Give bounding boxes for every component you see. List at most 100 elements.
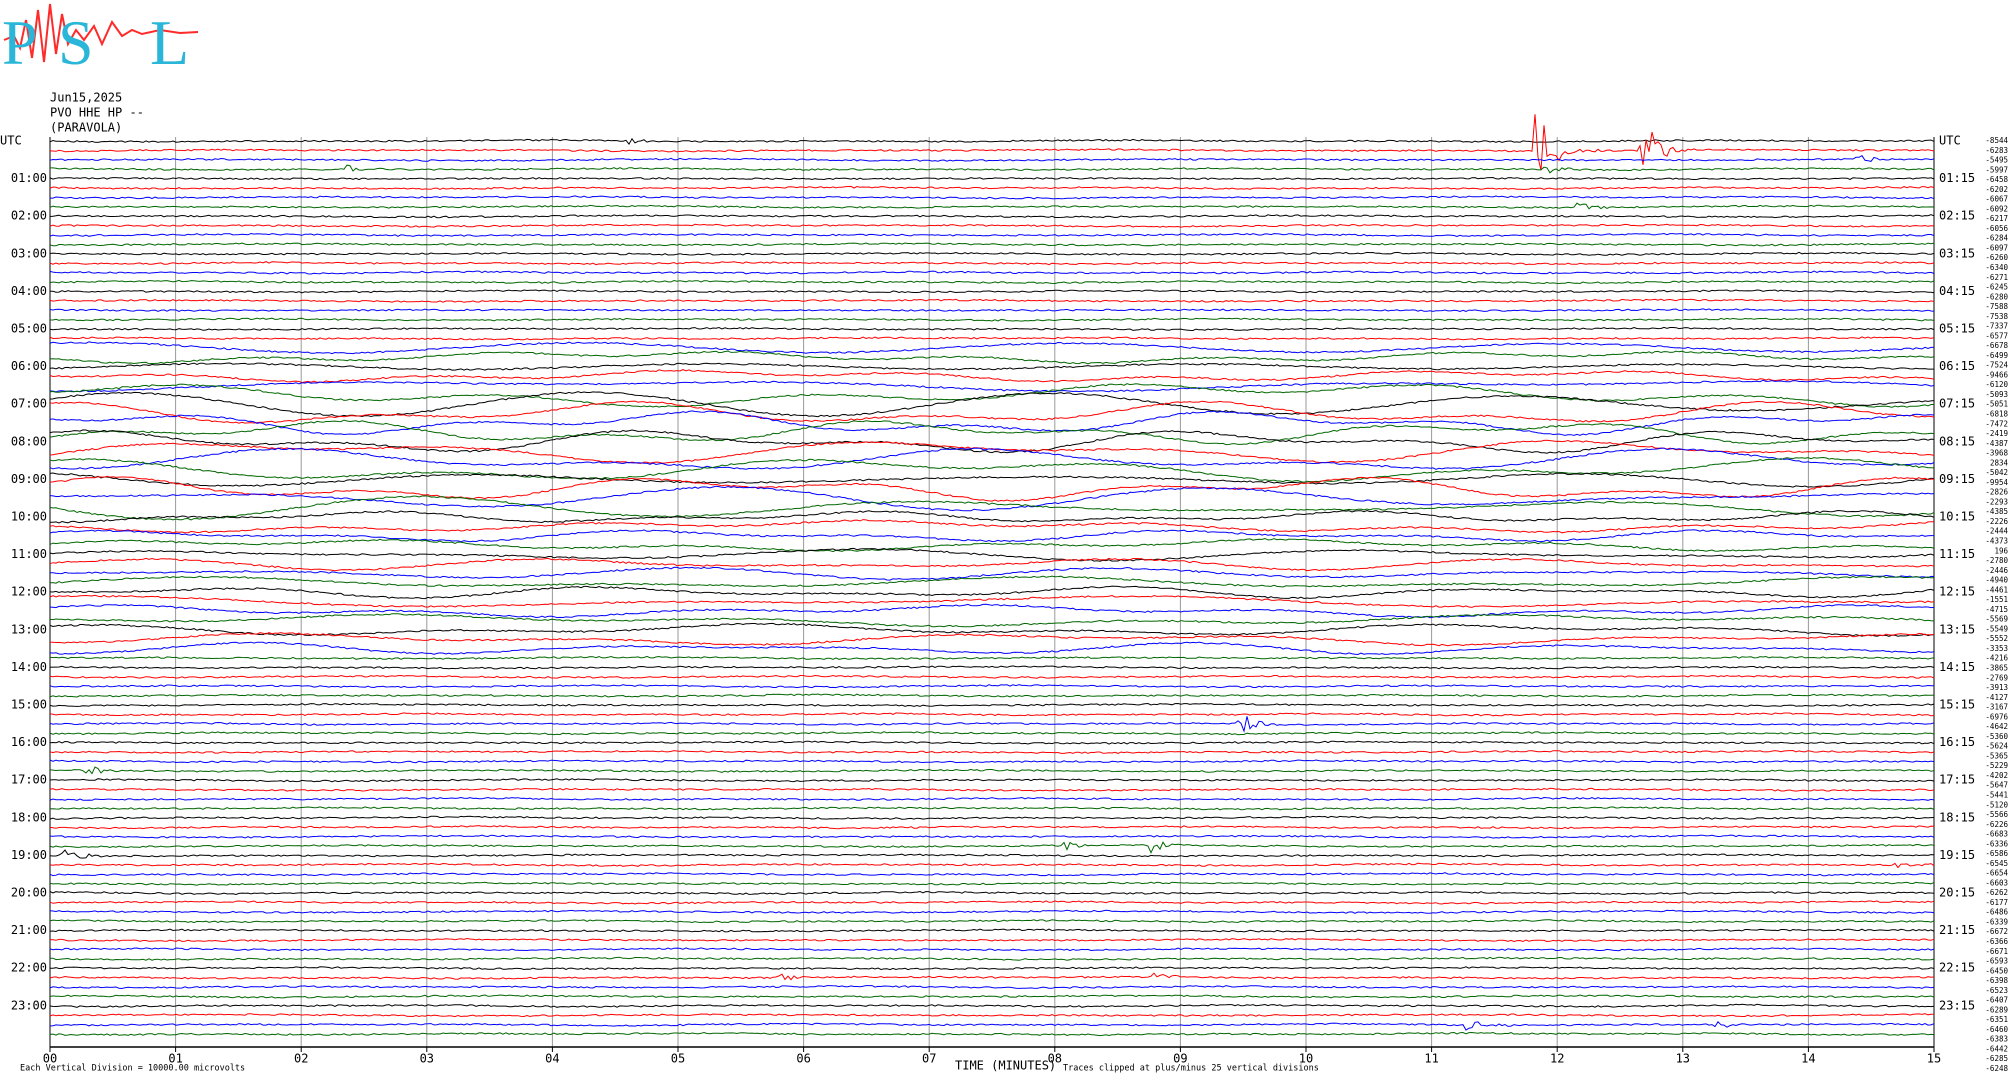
logo-letter: S	[58, 7, 94, 78]
seismic-trace	[49, 475, 1934, 502]
x-tick-label: 07	[922, 1052, 936, 1066]
x-tick-label: 03	[420, 1052, 434, 1066]
scale-note: Each Vertical Division = 10000.00 microv…	[20, 1064, 245, 1074]
trace-offset: -6289	[1985, 1005, 2008, 1014]
right-time-label: 01:15	[1939, 171, 1975, 185]
seismic-trace	[49, 937, 1935, 943]
left-time-label: 03:00	[11, 246, 47, 260]
trace-offset: -4373	[1985, 537, 2008, 546]
trace-offset: -6523	[1985, 986, 2008, 995]
seismic-trace	[49, 223, 1935, 228]
trace-offset: -2293	[1985, 497, 2008, 506]
seismic-trace	[50, 317, 1935, 322]
seismic-trace	[49, 575, 1935, 588]
seismic-trace	[49, 731, 1935, 736]
seismic-trace	[50, 956, 1935, 961]
logo-letter: P	[2, 7, 38, 78]
trace-offset: -4385	[1985, 507, 2008, 516]
seismic-trace	[49, 766, 1935, 775]
seismic-trace	[49, 537, 1935, 553]
right-time-label: 20:15	[1939, 886, 1975, 900]
right-time-label: 21:15	[1939, 923, 1975, 937]
left-time-label: 07:00	[11, 397, 47, 411]
trace-offset: -5093	[1985, 390, 2008, 399]
left-time-label: 14:00	[11, 660, 47, 674]
right-time-label: 03:15	[1939, 246, 1975, 260]
seismic-trace	[49, 341, 1935, 355]
trace-offset: -6092	[1985, 204, 2008, 213]
seismic-trace	[49, 391, 1935, 418]
trace-offset: -6285	[1985, 1054, 2008, 1063]
seismic-trace	[49, 308, 1935, 313]
trace-offset: -6407	[1985, 996, 2008, 1005]
seismic-trace	[49, 557, 1935, 572]
trace-offset: -9466	[1985, 370, 2008, 379]
right-time-label: 18:15	[1939, 810, 1975, 824]
seismic-trace	[49, 383, 1934, 408]
seismic-trace	[49, 712, 1935, 717]
trace-offset: -6245	[1985, 283, 2008, 292]
seismic-trace	[49, 613, 1935, 628]
x-tick-label: 09	[1173, 1052, 1187, 1066]
seismic-trace	[49, 787, 1935, 792]
trace-offset: -6654	[1985, 869, 2008, 878]
seismic-trace	[49, 972, 1935, 981]
seismic-trace	[49, 890, 1935, 896]
seismic-trace	[49, 716, 1935, 733]
trace-offset: -4715	[1985, 605, 2008, 614]
trace-offset: -6818	[1985, 410, 2008, 419]
trace-offset: -6442	[1985, 1044, 2008, 1053]
trace-offset: -5051	[1985, 400, 2008, 409]
left-time-label: 05:00	[11, 322, 47, 336]
right-time-label: 10:15	[1939, 510, 1975, 524]
trace-offset: -8544	[1985, 136, 2008, 145]
logo: P S L	[2, 3, 199, 78]
trace-offset: -6283	[1985, 146, 2008, 155]
left-time-label: 04:00	[11, 284, 47, 298]
left-time-label: 19:00	[11, 848, 47, 862]
seismic-trace	[49, 362, 1934, 371]
x-axis-label: TIME (MINUTES)	[955, 1059, 1056, 1073]
right-time-label: 22:15	[1939, 961, 1975, 975]
right-time-label: 05:15	[1939, 322, 1975, 336]
left-time-label: 22:00	[11, 961, 47, 975]
left-time-label: 09:00	[11, 472, 47, 486]
trace-offset: -6460	[1985, 1025, 2008, 1034]
trace-offset: -6458	[1985, 175, 2008, 184]
trace-offset: -5495	[1985, 156, 2008, 165]
seismic-trace	[49, 693, 1935, 698]
trace-offset: -6976	[1985, 712, 2008, 721]
traces	[49, 114, 1935, 1037]
seismic-trace	[49, 900, 1935, 905]
x-tick-label: 13	[1676, 1052, 1690, 1066]
seismic-trace	[50, 632, 1935, 647]
seismic-trace	[49, 702, 1935, 707]
trace-offset: -6284	[1985, 234, 2008, 243]
seismic-trace	[49, 603, 1935, 619]
seismic-trace	[49, 1013, 1935, 1018]
right-time-label: 15:15	[1939, 698, 1975, 712]
trace-offset: -5042	[1985, 468, 2008, 477]
seismic-trace	[49, 485, 1935, 512]
x-tick-label: 14	[1801, 1052, 1815, 1066]
seismic-trace	[49, 439, 1935, 464]
seismic-trace	[49, 326, 1935, 332]
trace-offset: -6398	[1985, 976, 2008, 985]
seismic-trace	[49, 881, 1935, 886]
x-tick-label: 12	[1550, 1052, 1564, 1066]
seismic-trace	[49, 684, 1935, 689]
seismic-trace	[49, 815, 1935, 820]
clip-note: Traces clipped at plus/minus 25 vertical…	[1063, 1064, 1319, 1074]
trace-offset: -6177	[1985, 898, 2008, 907]
seismic-trace	[49, 379, 1935, 393]
trace-offset: -6280	[1985, 292, 2008, 301]
station: PVO HHE HP --	[50, 106, 144, 120]
left-time-label: 01:00	[11, 171, 47, 185]
trace-offset: -6683	[1985, 830, 2008, 839]
seismic-trace	[49, 410, 1935, 436]
seismic-trace	[49, 270, 1935, 275]
seismic-trace	[49, 350, 1935, 365]
trace-offset: -4216	[1985, 654, 2008, 663]
seismic-trace	[49, 947, 1935, 952]
